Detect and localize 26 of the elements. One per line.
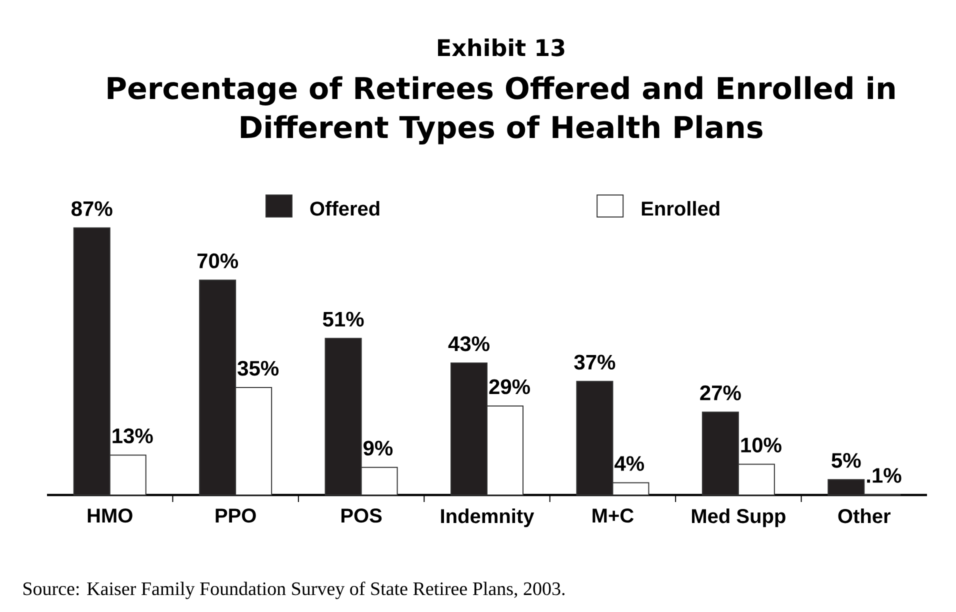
data-label: .1%	[867, 468, 902, 483]
data-label: 9%	[364, 440, 393, 456]
data-label: 29%	[489, 379, 530, 394]
x-tick-label: HMO	[88, 508, 132, 523]
data-label: 37%	[574, 354, 616, 370]
data-label: 27%	[700, 385, 741, 400]
source-note: Source: Kaiser Family Foundation Survey of State Retiree Plans, 2003.	[23, 582, 565, 600]
data-label: 43%	[448, 336, 490, 352]
data-label: 5%	[832, 453, 861, 468]
legend-label: Offered	[310, 201, 380, 216]
data-label: 51%	[322, 312, 364, 327]
data-label: 10%	[741, 438, 782, 452]
data-label: 13%	[112, 428, 153, 444]
data-label: 35%	[238, 360, 279, 376]
data-label: 4%	[614, 456, 644, 471]
x-tick-label: PPO	[216, 508, 256, 523]
chart-subtitle: Exhibit 13	[438, 38, 564, 56]
x-tick-label: Other	[838, 508, 891, 524]
x-tick-label: Indemnity	[441, 508, 534, 528]
x-tick-label: Med Supp	[692, 508, 786, 528]
x-tick-label: POS	[342, 508, 382, 523]
chart-title: Percentage of Retirees Offered and Enrolled in Different Types of Health Plans	[108, 76, 895, 144]
legend-label: Enrolled	[642, 201, 720, 216]
x-tick-label: M+C	[592, 508, 634, 523]
data-label: 87%	[72, 201, 112, 216]
data-label: 70%	[197, 253, 238, 268]
